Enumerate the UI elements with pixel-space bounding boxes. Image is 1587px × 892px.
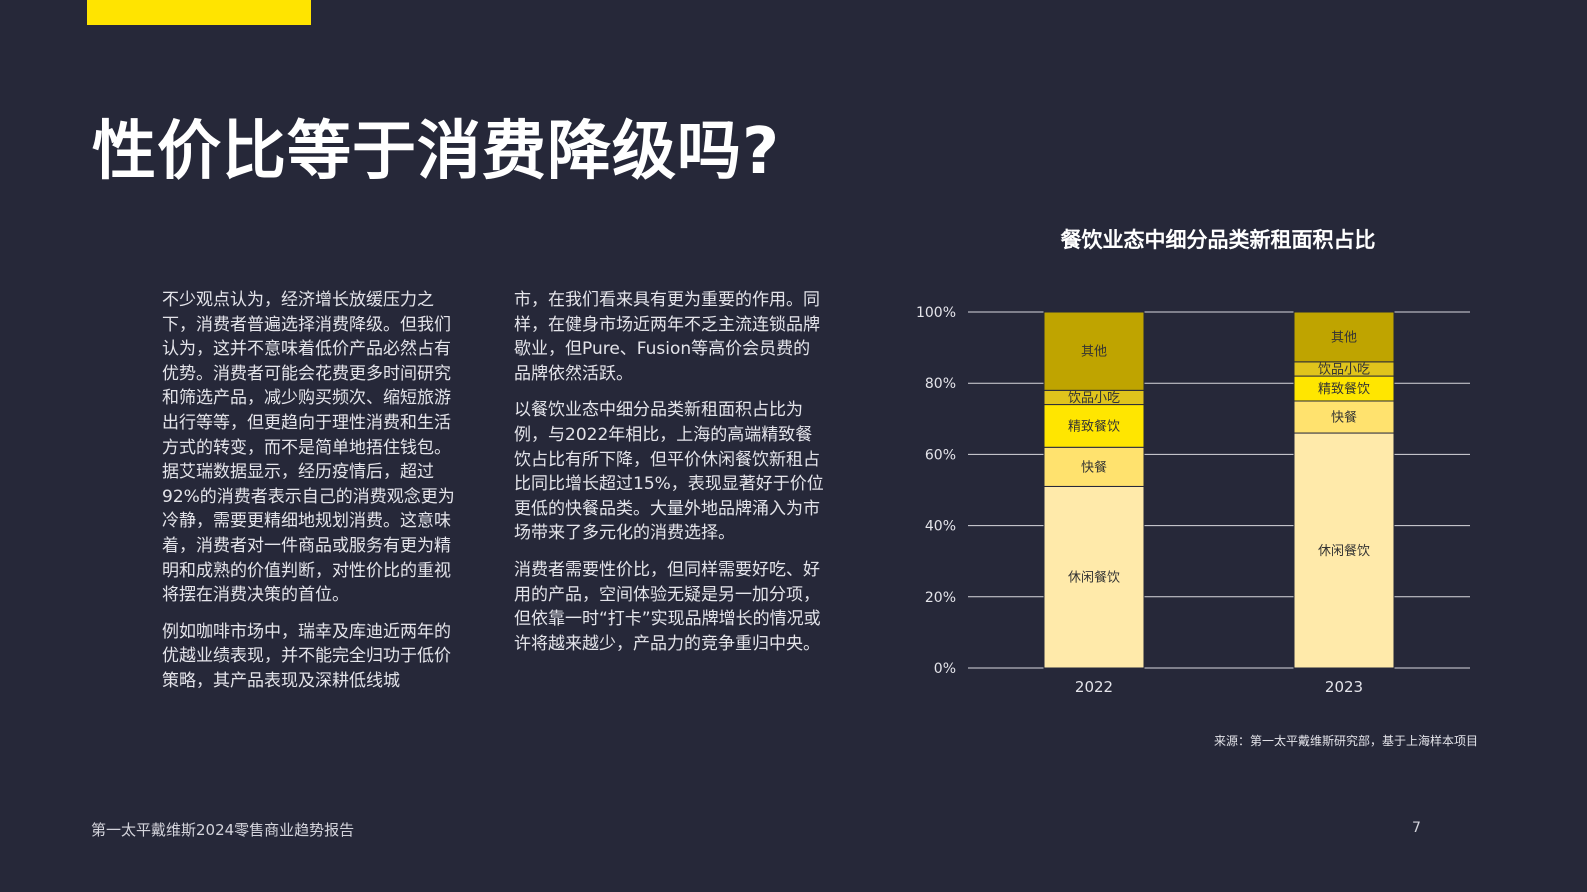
footer-report-name: 第一太平戴维斯2024零售商业趋势报告 <box>91 821 355 839</box>
bar-segment <box>1293 311 1395 363</box>
bar-segment <box>1293 400 1395 434</box>
bar-segment <box>1043 404 1145 448</box>
bar-segment <box>1293 432 1395 669</box>
paragraph: 市，在我们看来具有更为重要的作用。同样，在健身市场近两年不乏主流连锁品牌歇业，但… <box>514 290 820 384</box>
paragraph: 以餐饮业态中细分品类新租面积占比为例，与2022年相比，上海的高端精致餐饮占比有… <box>514 400 824 544</box>
y-tick-label: 0% <box>934 661 956 677</box>
x-tick-label: 2023 <box>1325 678 1363 696</box>
bar-segment <box>1043 311 1145 391</box>
paragraph: 不少观点认为，经济增长放缓压力之下，消费者普遍选择消费降级。但我们认为，这并不意… <box>162 290 455 606</box>
segment-label: 精致餐饮 <box>1318 381 1370 397</box>
paragraph: 例如咖啡市场中，瑞幸及库迪近两年的优越业绩表现，并不能完全归功于低价策略，其产品… <box>162 621 451 691</box>
segment-label: 饮品小吃 <box>1068 390 1120 406</box>
segment-label: 休闲餐饮 <box>1318 543 1370 559</box>
segment-label: 快餐 <box>1081 459 1107 475</box>
text-column-middle: 市，在我们看来具有更为重要的作用。同样，在健身市场近两年不乏主流连锁品牌歇业，但… <box>514 288 824 668</box>
accent-bar <box>87 0 311 25</box>
paragraph: 消费者需要性价比，但同样需要好吃、好用的产品，空间体验无疑是另一加分项，但依靠一… <box>514 559 821 654</box>
segment-label: 其他 <box>1331 330 1357 345</box>
x-tick-label: 2022 <box>1075 678 1113 696</box>
y-tick-label: 80% <box>925 376 956 392</box>
segment-label: 精致餐饮 <box>1068 418 1120 434</box>
segment-label: 其他 <box>1081 345 1107 360</box>
segment-label: 休闲餐饮 <box>1068 570 1120 586</box>
text-column-left: 不少观点认为，经济增长放缓压力之下，消费者普遍选择消费降级。但我们认为，这并不意… <box>162 288 458 706</box>
y-tick-label: 60% <box>925 447 956 463</box>
segment-label: 饮品小吃 <box>1318 361 1370 377</box>
stacked-bar-chart: 0%20%40%60%80%100%休闲餐饮快餐精致餐饮饮品小吃其他2022休闲… <box>916 305 1470 696</box>
segment-label: 快餐 <box>1331 410 1357 426</box>
y-tick-label: 20% <box>925 590 956 606</box>
y-tick-label: 100% <box>916 305 956 321</box>
bar-segment <box>1043 485 1145 669</box>
bar-segment <box>1043 446 1145 487</box>
chart-source: 来源：第一太平戴维斯研究部，基于上海样本项目 <box>1213 734 1478 748</box>
page-number: 7 <box>1412 820 1421 836</box>
page-title: 性价比等于消费降级吗? <box>92 115 781 189</box>
chart-title: 餐饮业态中细分品类新租面积占比 <box>1060 228 1376 252</box>
y-tick-label: 40% <box>925 519 956 535</box>
